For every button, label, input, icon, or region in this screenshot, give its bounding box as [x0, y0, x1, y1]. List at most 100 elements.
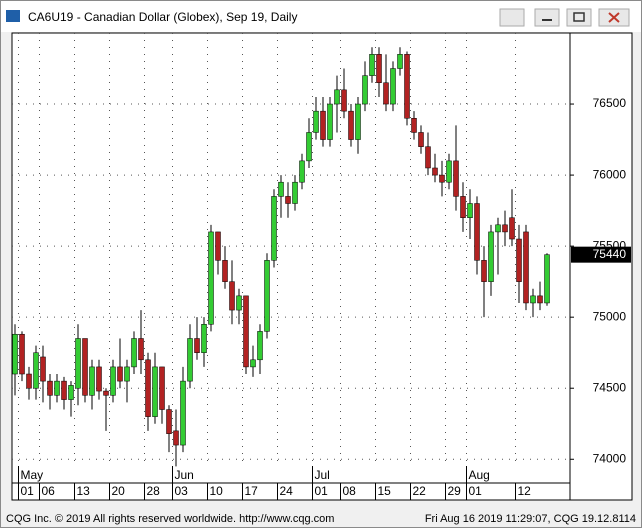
maximize-icon — [573, 12, 585, 22]
candle-body — [348, 110, 354, 140]
footer-left: CQG Inc. © 2019 All rights reserved worl… — [6, 513, 334, 525]
maximize-button[interactable] — [566, 8, 592, 27]
candle-body — [341, 89, 347, 112]
candle-body — [390, 68, 396, 105]
candle-body — [110, 366, 116, 396]
candle-body — [264, 260, 270, 332]
candle-body — [215, 231, 221, 261]
candle-body — [502, 224, 508, 233]
footer-right: Fri Aug 16 2019 11:29:07, CQG 19.12.8114 — [425, 513, 636, 525]
candle-body — [432, 167, 438, 176]
candle-body — [12, 333, 18, 375]
x-tick-label: 03 — [175, 484, 189, 498]
x-tick-label: 01 — [315, 484, 329, 498]
candle-body — [460, 196, 466, 218]
candle-body — [131, 338, 137, 368]
candle-body — [40, 356, 46, 382]
candle-body — [208, 231, 214, 325]
candle-body — [495, 224, 501, 233]
candle-body — [250, 359, 256, 368]
x-tick-label: 15 — [378, 484, 392, 498]
x-tick-label: 06 — [42, 484, 56, 498]
x-tick-label: 22 — [413, 484, 427, 498]
candle-body — [369, 54, 375, 76]
x-tick-label: 17 — [245, 484, 259, 498]
candle-body — [320, 110, 326, 140]
candle-body — [313, 110, 319, 133]
candle-body — [54, 380, 60, 396]
candle-body — [376, 54, 382, 83]
candle-body — [383, 82, 389, 105]
candle-body — [411, 118, 417, 133]
x-tick-label: 28 — [147, 484, 161, 498]
y-axis-area — [569, 32, 633, 501]
candle-body — [488, 231, 494, 282]
candle-body — [439, 174, 445, 183]
candle-body — [159, 366, 165, 410]
candle-body — [334, 89, 340, 105]
candle-body — [404, 54, 410, 119]
candle-body — [103, 390, 109, 396]
candle-body — [89, 366, 95, 396]
candle-body — [222, 260, 228, 282]
candle-body — [180, 380, 186, 446]
y-tick-label: 76000 — [593, 167, 627, 181]
y-tick-label: 75000 — [593, 309, 627, 323]
title-bar — [1, 1, 641, 32]
candle-body — [355, 103, 361, 140]
candle-body — [362, 75, 368, 105]
candle-body — [509, 217, 515, 240]
candle-body — [285, 196, 291, 204]
y-tick-label: 74500 — [593, 380, 627, 394]
month-label: May — [21, 468, 44, 482]
pin-button[interactable] — [499, 8, 525, 27]
candle-body — [292, 181, 298, 204]
candle-body — [271, 196, 277, 261]
candle-body — [166, 409, 172, 434]
x-tick-label: 01 — [21, 484, 35, 498]
candle-body — [243, 295, 249, 368]
candle-body — [467, 203, 473, 218]
x-tick-label: 29 — [448, 484, 462, 498]
candle-body — [33, 352, 39, 389]
x-tick-label: 24 — [280, 484, 294, 498]
candle-body — [47, 380, 53, 396]
candle-body — [75, 338, 81, 389]
candle-body — [523, 231, 529, 304]
app-icon — [6, 10, 20, 22]
last-price-label: 75440 — [593, 247, 627, 261]
candle-body — [397, 54, 403, 69]
candle-body — [516, 238, 522, 282]
candle-body — [418, 132, 424, 147]
candle-body — [117, 366, 123, 382]
candle-body — [61, 380, 67, 400]
candle-body — [68, 385, 74, 400]
candle-body — [474, 203, 480, 261]
x-tick-label: 20 — [112, 484, 126, 498]
candle-body — [481, 260, 487, 282]
candle-body — [194, 338, 200, 353]
x-tick-label: 10 — [210, 484, 224, 498]
last-price-box — [571, 246, 631, 263]
candle-body — [236, 295, 242, 311]
candle-body — [229, 281, 235, 311]
candle-body — [152, 366, 158, 417]
minimize-button[interactable] — [534, 8, 560, 27]
candle-body — [306, 132, 312, 162]
candle-body — [425, 146, 431, 169]
footer-bar — [1, 509, 641, 527]
candle-body — [327, 103, 333, 140]
candle-body — [530, 295, 536, 304]
candle-body — [278, 181, 284, 197]
candle-body — [257, 331, 263, 361]
candle-body — [19, 333, 25, 375]
candle-body — [201, 324, 207, 353]
candle-body — [138, 338, 144, 361]
candle-body — [537, 295, 543, 304]
y-tick-label: 76500 — [593, 96, 627, 110]
month-label: Jul — [315, 468, 330, 482]
x-tick-label: 08 — [343, 484, 357, 498]
x-tick-label: 12 — [518, 484, 532, 498]
